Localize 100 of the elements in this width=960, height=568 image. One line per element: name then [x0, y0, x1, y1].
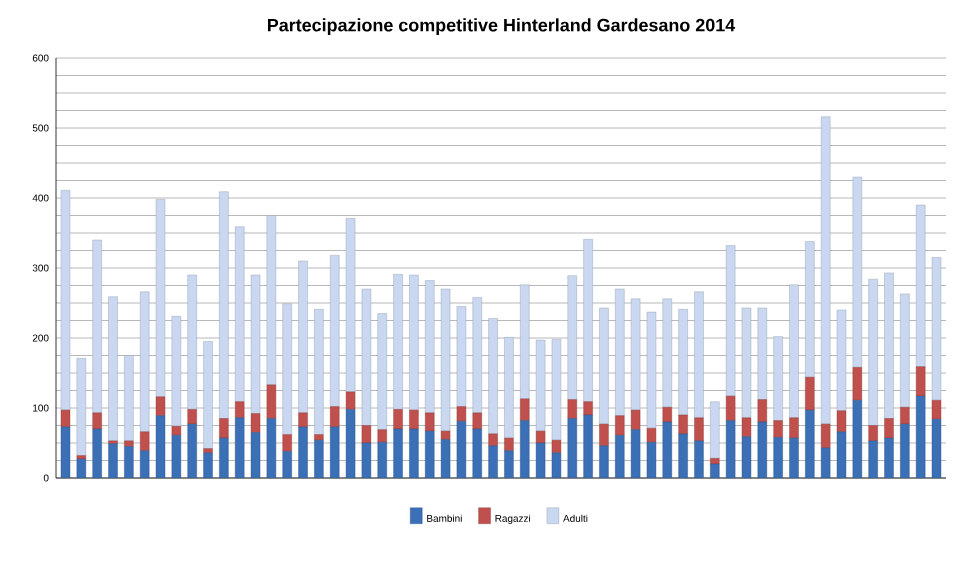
bar [330, 406, 340, 428]
bar [155, 396, 166, 416]
bar [171, 316, 182, 427]
bar [235, 226, 245, 402]
bar [504, 337, 514, 439]
bar [725, 245, 736, 397]
bar [900, 407, 910, 425]
bar [884, 272, 894, 419]
bar [330, 255, 340, 407]
bar [60, 190, 71, 411]
bar [488, 318, 498, 435]
bar [678, 414, 688, 435]
bar [393, 409, 403, 430]
bar [298, 412, 308, 428]
bar [504, 437, 514, 451]
bar [535, 430, 546, 444]
bar [694, 291, 704, 418]
bar [630, 409, 641, 430]
bar [646, 311, 657, 429]
bar [361, 425, 372, 444]
bar [836, 309, 847, 411]
bar [599, 423, 609, 446]
bar [915, 366, 926, 397]
bar [646, 428, 657, 443]
bar [440, 288, 451, 432]
bar [250, 413, 261, 433]
bar [931, 257, 942, 401]
bar [60, 409, 71, 428]
bar [314, 434, 324, 441]
bar [789, 417, 799, 439]
bar [219, 191, 229, 419]
bar [235, 401, 245, 418]
bar [187, 409, 197, 425]
bar [409, 409, 419, 430]
chart-title: Partecipazione competitive Hinterland Gardesano 2014 [267, 18, 736, 36]
bar [551, 339, 562, 441]
bar [361, 288, 372, 426]
bar [250, 274, 261, 414]
bar [868, 279, 878, 426]
bar [615, 288, 625, 416]
bar [520, 398, 530, 421]
bar [171, 426, 182, 436]
bar [820, 116, 831, 425]
bar [567, 275, 577, 400]
bar [425, 412, 435, 432]
bar [425, 280, 435, 414]
bar [789, 284, 799, 418]
bar [266, 384, 277, 419]
bar [535, 339, 546, 432]
bar [820, 423, 831, 449]
bar [520, 284, 530, 400]
bar [599, 307, 609, 425]
bar [836, 410, 847, 432]
bar [725, 395, 736, 421]
bar [488, 433, 498, 446]
bar [92, 239, 102, 414]
bar [187, 274, 197, 410]
bar [900, 293, 910, 408]
bar [551, 440, 562, 453]
bar [456, 406, 467, 422]
bar [393, 274, 403, 410]
bar [409, 274, 419, 411]
bar [567, 399, 577, 419]
bar [139, 291, 150, 432]
bar [615, 415, 625, 436]
bar [92, 412, 102, 430]
bar [710, 401, 720, 459]
bar [139, 431, 150, 451]
bar [472, 412, 482, 430]
bar [377, 429, 387, 443]
bar [108, 296, 118, 442]
bar [282, 303, 292, 435]
bar [805, 377, 815, 411]
bar [773, 420, 783, 438]
bar [345, 218, 356, 393]
bar [266, 215, 277, 386]
bar [583, 239, 593, 402]
bar [472, 297, 482, 414]
bar [852, 367, 863, 401]
bar [630, 298, 641, 411]
bar [757, 399, 767, 423]
bar [203, 341, 213, 449]
bar [219, 418, 229, 439]
bar [852, 176, 863, 368]
bar [868, 425, 878, 442]
bar [773, 336, 783, 421]
bar [298, 260, 308, 414]
bar [678, 309, 688, 416]
bar [282, 434, 292, 452]
bar [805, 241, 815, 378]
bar [741, 417, 752, 437]
bar [662, 407, 672, 423]
bar [757, 307, 767, 400]
bar [662, 298, 672, 408]
bar [155, 199, 166, 397]
bar [124, 355, 134, 442]
bar [741, 307, 752, 418]
bar [345, 391, 356, 410]
bar [377, 313, 387, 430]
bar [694, 417, 704, 442]
